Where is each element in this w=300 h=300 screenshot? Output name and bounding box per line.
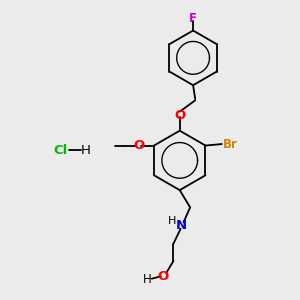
Text: H: H bbox=[143, 273, 152, 286]
Text: O: O bbox=[174, 109, 185, 122]
Text: Cl: Cl bbox=[54, 143, 68, 157]
Text: F: F bbox=[189, 11, 197, 25]
Text: O: O bbox=[133, 139, 144, 152]
Text: O: O bbox=[158, 270, 169, 283]
Text: N: N bbox=[176, 219, 188, 232]
Text: Br: Br bbox=[223, 138, 238, 151]
Text: H: H bbox=[168, 216, 176, 226]
Text: H: H bbox=[80, 143, 90, 157]
